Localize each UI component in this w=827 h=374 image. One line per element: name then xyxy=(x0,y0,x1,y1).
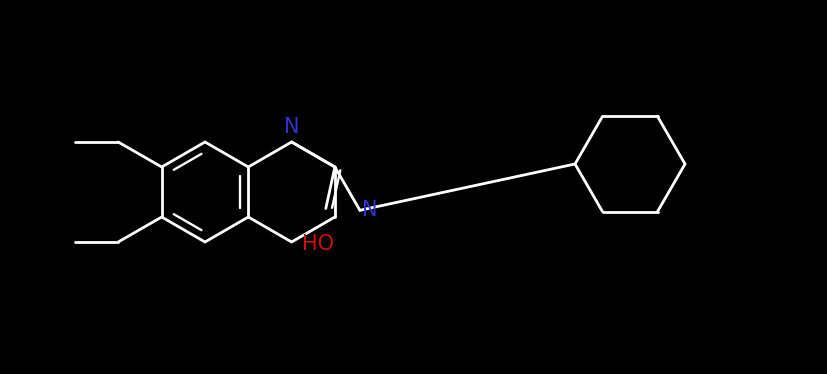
Text: N: N xyxy=(361,200,377,220)
Text: N: N xyxy=(284,117,299,137)
Text: HO: HO xyxy=(302,234,333,254)
